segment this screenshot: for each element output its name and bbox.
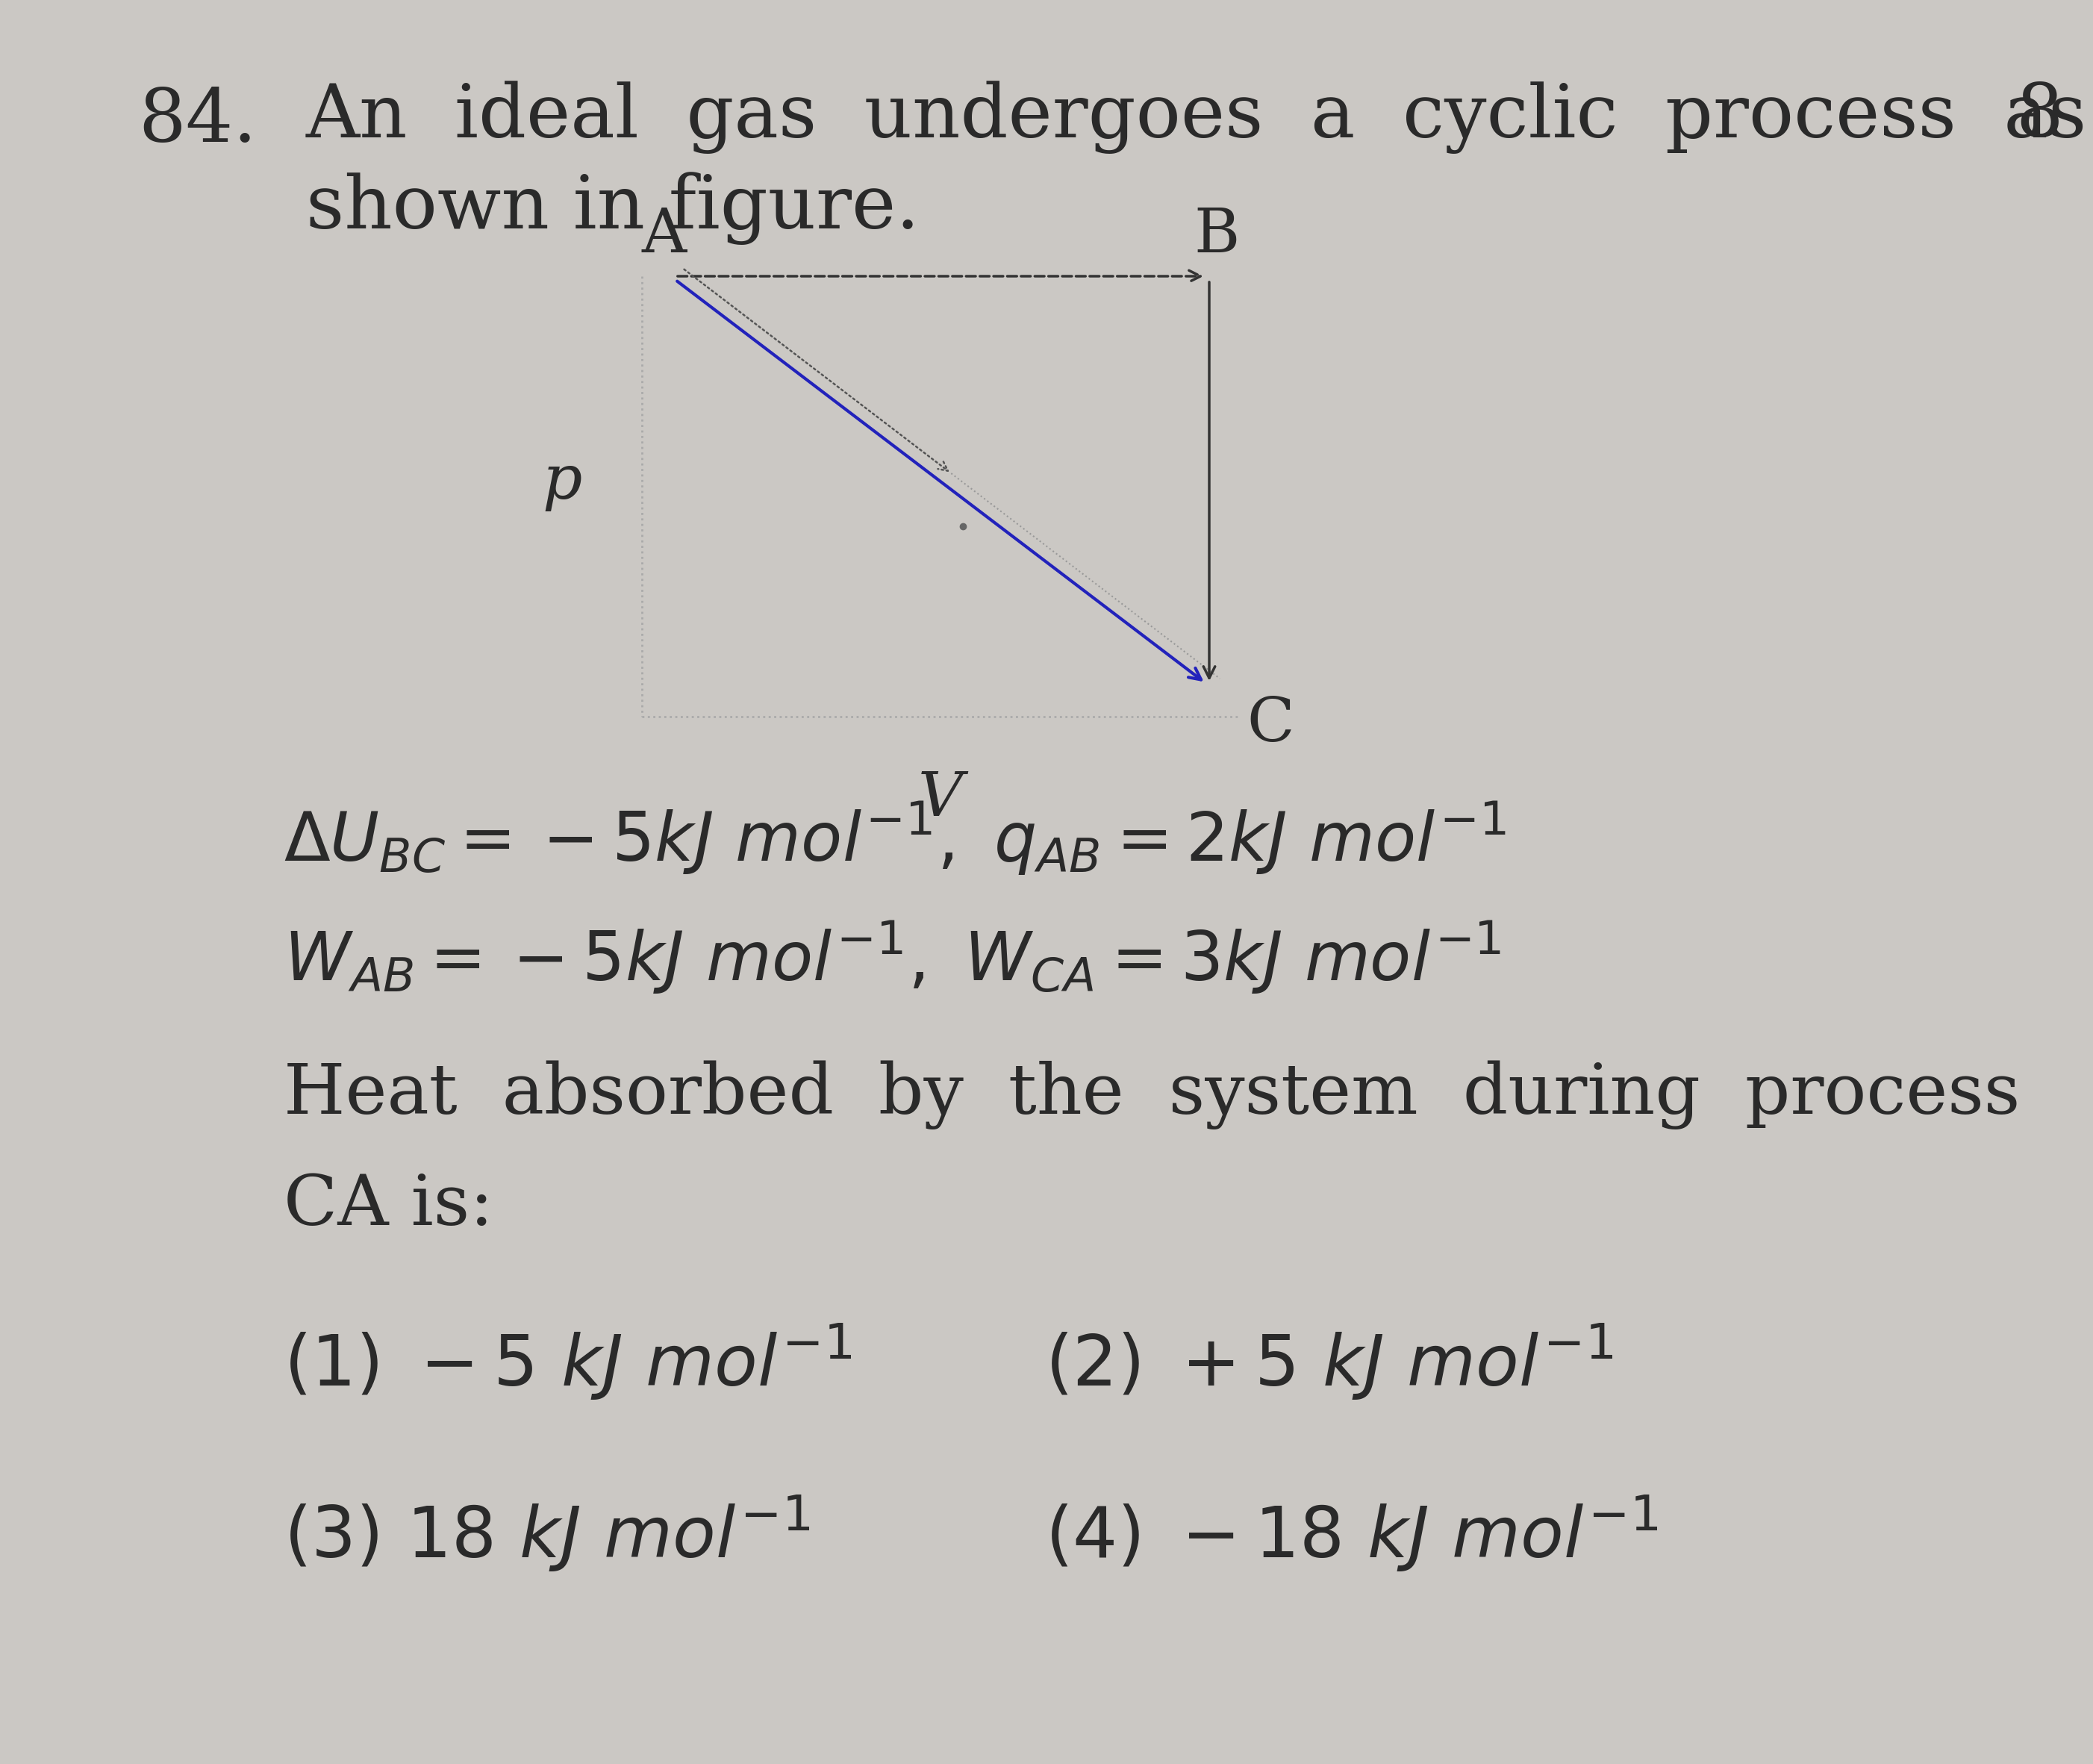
Text: $(2)\ +5\ kJ\ mol^{-1}$: $(2)\ +5\ kJ\ mol^{-1}$ <box>1044 1321 1614 1402</box>
Text: 84.: 84. <box>138 86 257 157</box>
Text: $(3)\ 18\ kJ\ mol^{-1}$: $(3)\ 18\ kJ\ mol^{-1}$ <box>285 1492 810 1573</box>
Text: 8: 8 <box>2016 81 2064 152</box>
Text: A: A <box>643 205 687 265</box>
Text: p: p <box>542 452 582 512</box>
Text: B: B <box>1193 205 1239 265</box>
Text: $(1)\ -5\ kJ\ mol^{-1}$: $(1)\ -5\ kJ\ mol^{-1}$ <box>285 1321 852 1402</box>
Text: $\Delta U_{BC}$$= -5kJ\ mol^{-1},\ q_{AB} = 2kJ\ mol^{-1}$: $\Delta U_{BC}$$= -5kJ\ mol^{-1},\ q_{AB… <box>285 799 1507 877</box>
Text: Heat  absorbed  by  the  system  during  process: Heat absorbed by the system during proce… <box>285 1060 2020 1129</box>
Text: An  ideal  gas  undergoes  a  cyclic  process  as: An ideal gas undergoes a cyclic process … <box>306 81 2087 153</box>
Text: C: C <box>1247 695 1293 753</box>
Text: shown in figure.: shown in figure. <box>306 171 919 245</box>
Text: V: V <box>919 769 963 829</box>
Text: CA is:: CA is: <box>285 1171 494 1238</box>
Text: $W_{AB}$$= -5kJ\ mol^{-1},\ W_{CA} = 3kJ\ mol^{-1}$: $W_{AB}$$= -5kJ\ mol^{-1},\ W_{CA} = 3kJ… <box>285 919 1501 995</box>
Text: $(4)\ -18\ kJ\ mol^{-1}$: $(4)\ -18\ kJ\ mol^{-1}$ <box>1044 1492 1658 1573</box>
